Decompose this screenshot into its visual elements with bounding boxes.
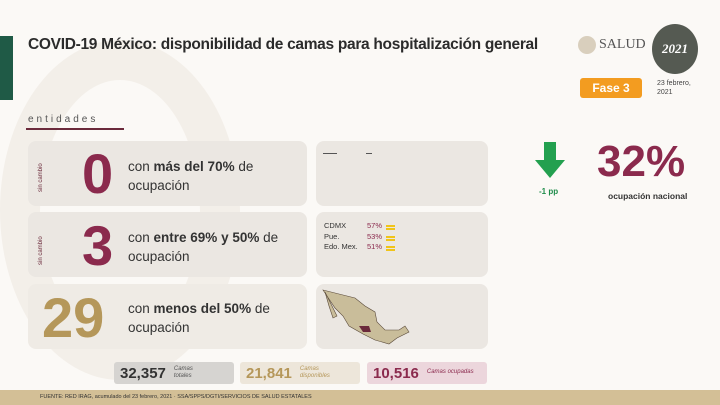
salud-logo: SALUD <box>578 36 646 54</box>
total-beds: 32,357 Camas totales <box>114 362 234 384</box>
map-panel <box>316 284 488 349</box>
states-over-70-panel <box>316 141 488 206</box>
arrow-down-icon <box>535 142 565 178</box>
row-status: sin cambio <box>38 236 44 265</box>
row-desc: con más del 70% de ocupación <box>128 159 254 193</box>
source-footer: FUENTE: RED IRAG, acumulado del 23 febre… <box>0 390 720 405</box>
equal-icon <box>386 238 395 241</box>
row-desc: con entre 69% y 50% de ocupación <box>128 230 279 264</box>
seal-icon <box>578 36 596 54</box>
count-over-70: 0 <box>82 142 114 205</box>
equal-icon <box>386 228 395 231</box>
year-2021-logo: 2021 <box>652 24 698 74</box>
state-pct: 53% <box>367 231 383 241</box>
states-50-69-panel: CDMX Pue. Edo. Mex. 57% 53% 51% <box>316 212 488 277</box>
report-date: 23 febrero, 2021 <box>657 80 691 97</box>
phase-badge: Fase 3 <box>580 78 642 98</box>
state-name: Edo. Mex. <box>324 242 358 251</box>
national-occupancy-label: ocupación nacional <box>608 191 688 201</box>
row-50-69 <box>28 212 307 277</box>
state-name: CDMX <box>324 221 347 230</box>
section-label: entidades <box>28 114 99 125</box>
national-change: -1 pp <box>539 187 559 196</box>
row-status: sin cambio <box>38 163 44 192</box>
equal-icon <box>386 249 395 252</box>
page-title: COVID-19 México: disponibilidad de camas… <box>28 36 538 53</box>
row-over-70 <box>28 141 307 206</box>
count-under-50: 29 <box>42 286 105 349</box>
occupied-beds: 10,516 Camas ocupadas <box>367 362 487 384</box>
state-pct: 57% <box>367 221 383 230</box>
mexico-map <box>322 289 410 345</box>
row-desc: con menos del 50% de ocupación <box>128 301 270 335</box>
accent-bar <box>0 36 13 100</box>
row-under-50 <box>28 284 307 349</box>
state-name: Pue. <box>324 231 340 241</box>
state-pct: 51% <box>367 242 383 251</box>
count-50-69: 3 <box>82 214 114 277</box>
available-beds: 21,841 Camas disponibles <box>240 362 360 384</box>
section-underline <box>26 128 124 130</box>
national-occupancy: 32% <box>597 137 686 186</box>
